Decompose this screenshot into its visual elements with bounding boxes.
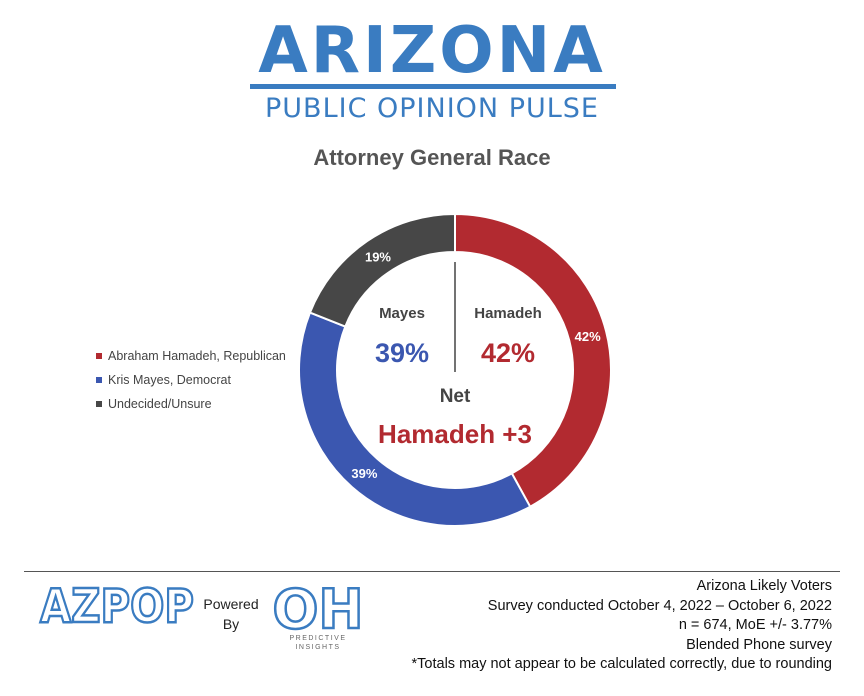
- slice-label-2: 19%: [365, 250, 391, 265]
- legend-label: Undecided/Unsure: [108, 397, 212, 411]
- logo-divider: [250, 84, 616, 89]
- donut-slices: [298, 212, 612, 527]
- center-net-label: Net: [440, 386, 471, 407]
- oh-predictive-insights-logo: OH: [271, 578, 365, 634]
- legend-label: Abraham Hamadeh, Republican: [108, 349, 286, 363]
- chart-title: Attorney General Race: [313, 145, 551, 170]
- survey-details: Arizona Likely Voters Survey conducted O…: [412, 577, 832, 675]
- powered-by-text: Powered By: [196, 594, 266, 634]
- arizona-logo-text: ARIZONA: [258, 14, 606, 88]
- footer-divider: [24, 571, 840, 572]
- legend-swatch-republican: [96, 353, 102, 359]
- oh-logo-caption: PREDICTIVE INSIGHTS: [270, 634, 366, 652]
- powered-line: Powered: [203, 596, 259, 612]
- azpop-logo-text: AZPOP: [40, 583, 194, 627]
- donut-chart: 42% 39% 19% Mayes 39% Hamadeh 42% Net Hama…: [298, 212, 612, 527]
- center-left-name: Mayes: [379, 305, 425, 322]
- legend-swatch-undecided: [96, 401, 102, 407]
- center-right-value: 42%: [481, 338, 535, 368]
- slice-label-1: 39%: [351, 466, 377, 481]
- chart-legend: Abraham Hamadeh, Republican Kris Mayes, …: [96, 344, 286, 416]
- by-line: By: [222, 616, 240, 632]
- oh-logo-text: OH: [272, 578, 363, 634]
- survey-line: Survey conducted October 4, 2022 – Octob…: [487, 597, 832, 614]
- legend-label: Kris Mayes, Democrat: [108, 373, 231, 387]
- donut-slice-0: [454, 212, 612, 509]
- logo-subtitle: PUBLIC OPINION PULSE: [265, 93, 599, 124]
- survey-line: n = 674, MoE +/- 3.77%: [678, 617, 832, 633]
- center-right-name: Hamadeh: [474, 305, 542, 322]
- legend-item: Abraham Hamadeh, Republican: [96, 344, 286, 368]
- oh-caption-line: INSIGHTS: [295, 644, 341, 651]
- header: ARIZONA PUBLIC OPINION PULSE: [0, 0, 864, 130]
- slice-label-0: 42%: [575, 329, 601, 344]
- oh-caption-line: PREDICTIVE: [289, 635, 347, 642]
- donut-slice-1: [298, 311, 532, 527]
- slice-labels: 42% 39% 19%: [351, 250, 601, 481]
- legend-item: Undecided/Unsure: [96, 392, 286, 416]
- center-net-value: Hamadeh +3: [378, 419, 532, 449]
- center-left-value: 39%: [375, 338, 429, 368]
- azpop-logo: AZPOP: [39, 583, 196, 627]
- survey-line: Blended Phone survey: [686, 636, 832, 653]
- donut-slice-2: [308, 212, 456, 328]
- survey-line: *Totals may not appear to be calculated …: [411, 656, 832, 672]
- legend-swatch-democrat: [96, 377, 102, 383]
- legend-item: Kris Mayes, Democrat: [96, 368, 286, 392]
- survey-line: Arizona Likely Voters: [696, 578, 832, 594]
